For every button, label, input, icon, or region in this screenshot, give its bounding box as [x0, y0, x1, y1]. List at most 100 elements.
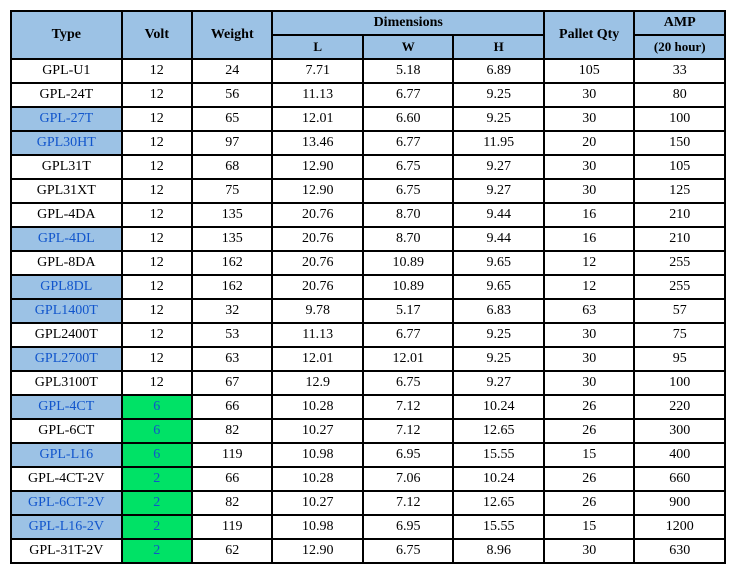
cell-h: 9.27	[453, 155, 544, 179]
cell-h: 9.25	[453, 323, 544, 347]
table-row: GPL-L16611910.986.9515.5515400	[11, 443, 725, 467]
cell-volt: 2	[122, 467, 192, 491]
table-row: GPL2700T126312.0112.019.253095	[11, 347, 725, 371]
cell-pallet: 20	[544, 131, 635, 155]
cell-h: 8.96	[453, 539, 544, 563]
battery-spec-table: Type Volt Weight Dimensions Pallet Qty A…	[10, 10, 726, 564]
cell-weight: 62	[192, 539, 272, 563]
cell-w: 6.77	[363, 323, 454, 347]
cell-weight: 66	[192, 395, 272, 419]
cell-pallet: 26	[544, 419, 635, 443]
cell-w: 6.60	[363, 107, 454, 131]
cell-volt: 12	[122, 347, 192, 371]
table-row: GPL2400T125311.136.779.253075	[11, 323, 725, 347]
cell-volt: 12	[122, 203, 192, 227]
cell-amp: 33	[634, 59, 725, 83]
cell-w: 6.77	[363, 131, 454, 155]
cell-volt: 6	[122, 443, 192, 467]
cell-type: GPL-4CT-2V	[11, 467, 122, 491]
cell-type: GPL-8DA	[11, 251, 122, 275]
table-row: GPL-8DA1216220.7610.899.6512255	[11, 251, 725, 275]
col-dimensions: Dimensions	[272, 11, 544, 35]
cell-amp: 630	[634, 539, 725, 563]
cell-l: 10.28	[272, 395, 363, 419]
cell-pallet: 30	[544, 107, 635, 131]
cell-volt: 2	[122, 515, 192, 539]
cell-weight: 82	[192, 419, 272, 443]
cell-h: 9.25	[453, 83, 544, 107]
cell-type: GPL-6CT-2V	[11, 491, 122, 515]
cell-amp: 255	[634, 275, 725, 299]
cell-amp: 400	[634, 443, 725, 467]
cell-h: 12.65	[453, 419, 544, 443]
cell-w: 6.75	[363, 155, 454, 179]
cell-volt: 12	[122, 275, 192, 299]
cell-volt: 12	[122, 59, 192, 83]
cell-w: 10.89	[363, 251, 454, 275]
cell-pallet: 16	[544, 203, 635, 227]
cell-type: GPL2700T	[11, 347, 122, 371]
cell-volt: 12	[122, 323, 192, 347]
cell-weight: 24	[192, 59, 272, 83]
cell-w: 7.12	[363, 419, 454, 443]
cell-l: 11.13	[272, 83, 363, 107]
cell-l: 12.90	[272, 179, 363, 203]
cell-l: 12.90	[272, 539, 363, 563]
cell-amp: 95	[634, 347, 725, 371]
cell-l: 11.13	[272, 323, 363, 347]
table-row: GPL-6CT68210.277.1212.6526300	[11, 419, 725, 443]
cell-amp: 300	[634, 419, 725, 443]
cell-h: 9.65	[453, 275, 544, 299]
cell-h: 6.83	[453, 299, 544, 323]
table-row: GPL3100T126712.96.759.2730100	[11, 371, 725, 395]
cell-amp: 150	[634, 131, 725, 155]
cell-h: 9.44	[453, 203, 544, 227]
cell-w: 10.89	[363, 275, 454, 299]
cell-w: 6.75	[363, 371, 454, 395]
cell-l: 7.71	[272, 59, 363, 83]
cell-pallet: 30	[544, 179, 635, 203]
cell-weight: 135	[192, 203, 272, 227]
table-row: GPL31XT127512.906.759.2730125	[11, 179, 725, 203]
cell-w: 5.18	[363, 59, 454, 83]
cell-pallet: 26	[544, 491, 635, 515]
col-weight: Weight	[192, 11, 272, 59]
table-row: GPL-U112247.715.186.8910533	[11, 59, 725, 83]
cell-w: 12.01	[363, 347, 454, 371]
cell-type: GPL-31T-2V	[11, 539, 122, 563]
cell-type: GPL8DL	[11, 275, 122, 299]
cell-type: GPL-27T	[11, 107, 122, 131]
cell-pallet: 12	[544, 275, 635, 299]
cell-amp: 210	[634, 203, 725, 227]
cell-weight: 56	[192, 83, 272, 107]
cell-type: GPL-L16-2V	[11, 515, 122, 539]
cell-volt: 12	[122, 371, 192, 395]
cell-amp: 220	[634, 395, 725, 419]
cell-type: GPL-U1	[11, 59, 122, 83]
table-row: GPL-4CT66610.287.1210.2426220	[11, 395, 725, 419]
cell-amp: 255	[634, 251, 725, 275]
cell-volt: 6	[122, 395, 192, 419]
cell-pallet: 30	[544, 539, 635, 563]
col-amp-sub: (20 hour)	[634, 35, 725, 59]
cell-pallet: 30	[544, 371, 635, 395]
cell-l: 10.27	[272, 491, 363, 515]
cell-weight: 67	[192, 371, 272, 395]
cell-pallet: 63	[544, 299, 635, 323]
cell-w: 6.95	[363, 515, 454, 539]
table-row: GPL8DL1216220.7610.899.6512255	[11, 275, 725, 299]
cell-weight: 135	[192, 227, 272, 251]
table-row: GPL1400T12329.785.176.836357	[11, 299, 725, 323]
cell-volt: 12	[122, 227, 192, 251]
col-amp: AMP	[634, 11, 725, 35]
cell-l: 10.27	[272, 419, 363, 443]
cell-weight: 32	[192, 299, 272, 323]
cell-w: 6.75	[363, 539, 454, 563]
cell-weight: 162	[192, 251, 272, 275]
cell-volt: 2	[122, 539, 192, 563]
cell-l: 10.98	[272, 515, 363, 539]
cell-weight: 97	[192, 131, 272, 155]
cell-weight: 119	[192, 515, 272, 539]
cell-weight: 119	[192, 443, 272, 467]
cell-weight: 82	[192, 491, 272, 515]
